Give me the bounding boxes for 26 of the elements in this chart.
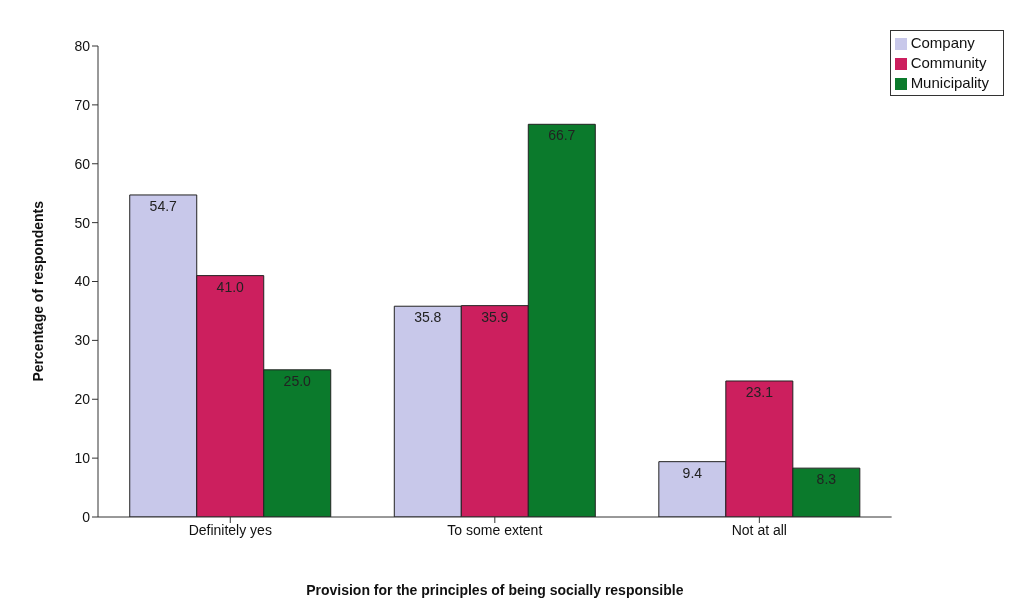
data-label: 8.3 xyxy=(816,471,837,488)
legend-label: Company xyxy=(910,34,975,51)
y-tick-label: 0 xyxy=(82,508,91,525)
y-tick-label: 70 xyxy=(74,96,91,113)
legend-label: Municipality xyxy=(910,74,989,91)
y-tick-label: 30 xyxy=(74,332,91,349)
x-tick-label: To some extent xyxy=(447,521,543,538)
data-label: 35.9 xyxy=(481,308,509,325)
data-label: 41.0 xyxy=(216,278,245,295)
x-axis-title: Provision for the principles of being socially responsible xyxy=(306,582,684,598)
x-tick-label: Not at all xyxy=(731,521,787,538)
y-tick-label: 40 xyxy=(74,273,91,290)
y-tick-label: 20 xyxy=(74,391,91,408)
y-tick-label: 80 xyxy=(74,37,91,54)
data-label: 54.7 xyxy=(149,197,178,214)
data-label: 23.1 xyxy=(745,384,774,400)
y-tick-label: 60 xyxy=(74,155,91,172)
y-tick-label: 50 xyxy=(74,214,91,231)
data-label: 66.7 xyxy=(548,127,576,144)
x-tick-label: Definitely yes xyxy=(188,521,272,538)
y-tick-label: 10 xyxy=(74,450,91,467)
y-axis-title: Percentage of respondents xyxy=(29,200,46,382)
data-label: 9.4 xyxy=(682,464,703,481)
data-label: 35.8 xyxy=(414,309,442,326)
data-label: 25.0 xyxy=(283,372,312,389)
legend-label: Community xyxy=(910,54,987,71)
